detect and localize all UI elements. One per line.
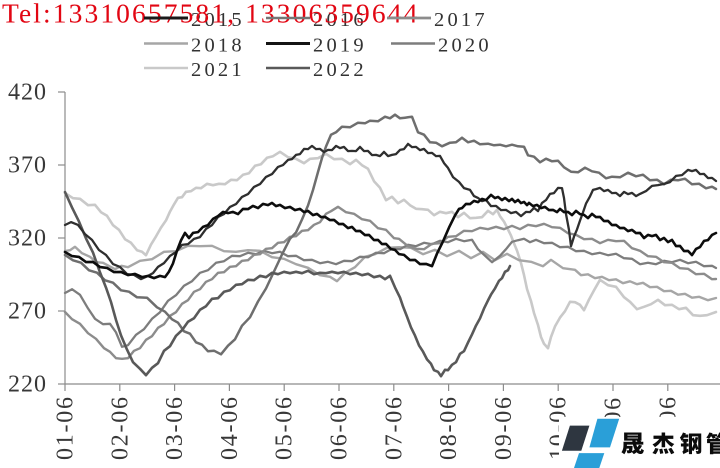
svg-text:09-06: 09-06 bbox=[491, 395, 517, 460]
svg-text:2020: 2020 bbox=[438, 35, 492, 57]
svg-text:220: 220 bbox=[8, 372, 47, 398]
svg-text:2019: 2019 bbox=[313, 35, 367, 57]
svg-text:06-06: 06-06 bbox=[327, 395, 353, 460]
svg-text:420: 420 bbox=[8, 80, 47, 106]
svg-text:2018: 2018 bbox=[191, 35, 245, 57]
svg-text:320: 320 bbox=[8, 226, 47, 252]
svg-text:270: 270 bbox=[8, 299, 47, 325]
svg-text:2016: 2016 bbox=[313, 9, 367, 31]
svg-text:04-06: 04-06 bbox=[217, 395, 243, 460]
svg-text:08-06: 08-06 bbox=[436, 395, 462, 460]
svg-text:2017: 2017 bbox=[434, 9, 488, 31]
svg-text:Tel:13310657581, 13306359644: Tel:13310657581, 13306359644 bbox=[2, 0, 419, 29]
svg-text:03-06: 03-06 bbox=[162, 395, 188, 460]
svg-text:02-06: 02-06 bbox=[107, 395, 133, 460]
svg-text:07-06: 07-06 bbox=[381, 395, 407, 460]
svg-text:2015: 2015 bbox=[191, 9, 245, 31]
svg-text:01-06: 01-06 bbox=[53, 395, 79, 460]
svg-text:370: 370 bbox=[8, 153, 47, 179]
svg-text:2022: 2022 bbox=[313, 59, 367, 81]
svg-text:2021: 2021 bbox=[191, 59, 245, 81]
svg-text:05-06: 05-06 bbox=[272, 395, 298, 460]
